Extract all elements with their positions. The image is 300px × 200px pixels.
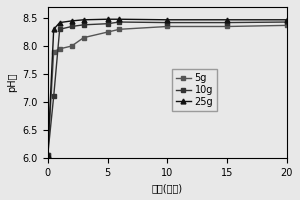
5g	[166, 25, 169, 28]
Line: 25g: 25g	[45, 17, 289, 157]
5g	[70, 45, 74, 47]
10g	[52, 95, 56, 98]
10g	[82, 24, 85, 26]
5g	[52, 50, 56, 53]
10g	[58, 28, 61, 30]
10g	[70, 25, 74, 28]
25g	[225, 19, 229, 21]
5g	[58, 48, 61, 50]
Y-axis label: pH值: pH值	[7, 73, 17, 92]
25g	[166, 19, 169, 21]
25g	[70, 20, 74, 22]
10g	[106, 23, 109, 25]
25g	[285, 19, 289, 21]
X-axis label: 时间(分钟): 时间(分钟)	[152, 183, 183, 193]
25g	[46, 154, 50, 156]
10g	[285, 21, 289, 23]
10g	[118, 21, 121, 23]
5g	[285, 24, 289, 27]
Legend: 5g, 10g, 25g: 5g, 10g, 25g	[172, 69, 217, 111]
25g	[118, 18, 121, 20]
5g	[118, 28, 121, 30]
10g	[46, 154, 50, 156]
25g	[52, 28, 56, 30]
5g	[82, 36, 85, 39]
Line: 5g: 5g	[45, 23, 289, 157]
10g	[225, 21, 229, 24]
10g	[166, 21, 169, 24]
5g	[46, 154, 50, 156]
5g	[225, 25, 229, 28]
25g	[106, 18, 109, 20]
Line: 10g: 10g	[45, 20, 289, 157]
25g	[58, 21, 61, 24]
5g	[106, 31, 109, 33]
25g	[82, 19, 85, 21]
